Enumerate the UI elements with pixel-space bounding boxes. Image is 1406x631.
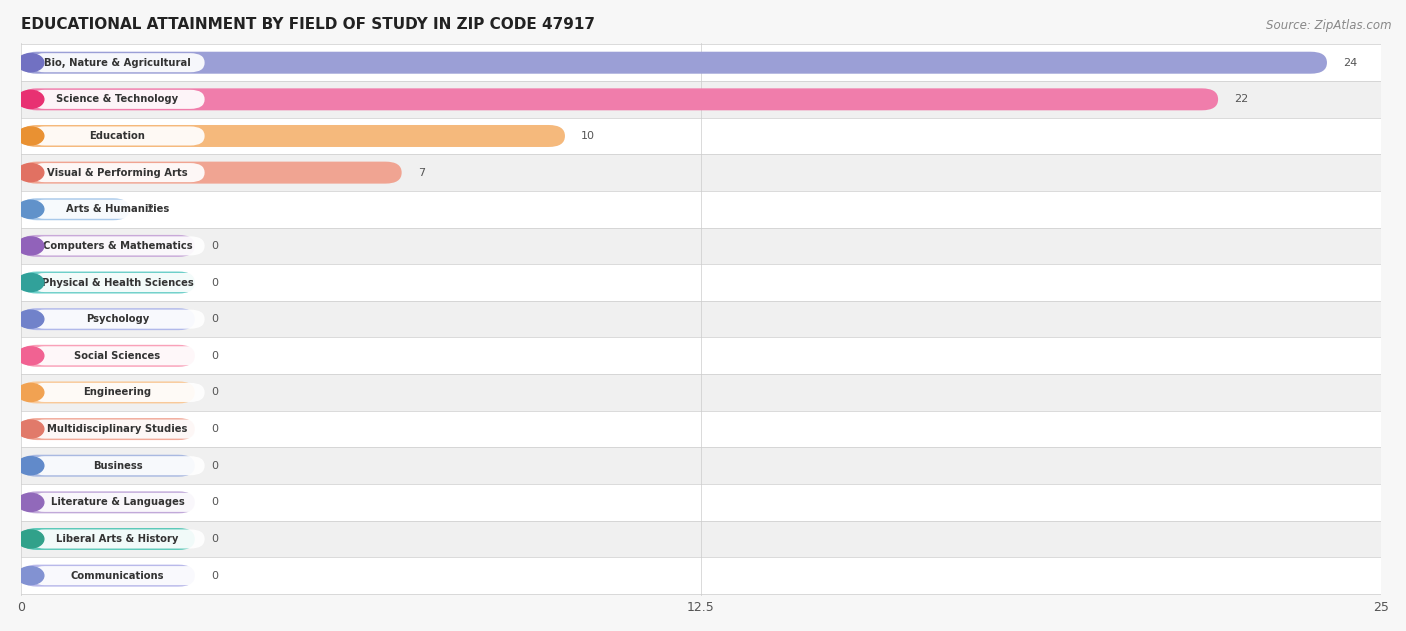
Circle shape (17, 237, 44, 255)
Bar (21, 81, 1382, 117)
Circle shape (17, 530, 44, 548)
Text: 22: 22 (1234, 95, 1249, 104)
Bar (21, 117, 1382, 155)
FancyBboxPatch shape (21, 308, 195, 330)
Text: 0: 0 (211, 241, 218, 251)
Bar (21, 301, 1382, 338)
Text: Physical & Health Sciences: Physical & Health Sciences (42, 278, 194, 288)
FancyBboxPatch shape (31, 237, 205, 256)
Circle shape (17, 384, 44, 401)
Bar (21, 264, 1382, 301)
Circle shape (17, 567, 44, 585)
Text: Education: Education (90, 131, 145, 141)
Text: 10: 10 (581, 131, 595, 141)
Circle shape (17, 90, 44, 109)
FancyBboxPatch shape (21, 162, 402, 184)
Text: 0: 0 (211, 461, 218, 471)
Circle shape (17, 493, 44, 511)
FancyBboxPatch shape (21, 528, 195, 550)
FancyBboxPatch shape (31, 383, 205, 402)
Circle shape (17, 273, 44, 292)
Text: Arts & Humanities: Arts & Humanities (66, 204, 169, 215)
Text: Communications: Communications (70, 570, 165, 581)
Text: Science & Technology: Science & Technology (56, 95, 179, 104)
Text: Social Sciences: Social Sciences (75, 351, 160, 361)
FancyBboxPatch shape (31, 90, 205, 109)
FancyBboxPatch shape (21, 565, 195, 587)
FancyBboxPatch shape (31, 456, 205, 475)
FancyBboxPatch shape (21, 198, 129, 220)
Text: EDUCATIONAL ATTAINMENT BY FIELD OF STUDY IN ZIP CODE 47917: EDUCATIONAL ATTAINMENT BY FIELD OF STUDY… (21, 16, 595, 32)
FancyBboxPatch shape (21, 345, 195, 367)
Text: Source: ZipAtlas.com: Source: ZipAtlas.com (1267, 19, 1392, 32)
FancyBboxPatch shape (31, 53, 205, 72)
Text: 0: 0 (211, 534, 218, 544)
Text: Engineering: Engineering (83, 387, 152, 398)
Text: 24: 24 (1343, 57, 1358, 68)
Text: Business: Business (93, 461, 142, 471)
Text: Visual & Performing Arts: Visual & Performing Arts (48, 168, 188, 177)
Circle shape (17, 54, 44, 72)
FancyBboxPatch shape (31, 126, 205, 146)
Text: Computers & Mathematics: Computers & Mathematics (42, 241, 193, 251)
Circle shape (17, 200, 44, 218)
FancyBboxPatch shape (21, 271, 195, 293)
FancyBboxPatch shape (21, 235, 195, 257)
FancyBboxPatch shape (31, 529, 205, 548)
FancyBboxPatch shape (21, 418, 195, 440)
Circle shape (17, 127, 44, 145)
Circle shape (17, 163, 44, 182)
FancyBboxPatch shape (21, 382, 195, 403)
FancyBboxPatch shape (31, 310, 205, 329)
Text: 0: 0 (211, 387, 218, 398)
Bar (21, 374, 1382, 411)
Bar (21, 228, 1382, 264)
FancyBboxPatch shape (31, 420, 205, 439)
Circle shape (17, 457, 44, 475)
Text: 0: 0 (211, 278, 218, 288)
Text: 7: 7 (418, 168, 425, 177)
Text: Multidisciplinary Studies: Multidisciplinary Studies (48, 424, 188, 434)
Bar (21, 44, 1382, 81)
Bar (21, 338, 1382, 374)
Text: 2: 2 (146, 204, 153, 215)
FancyBboxPatch shape (31, 200, 205, 219)
FancyBboxPatch shape (31, 493, 205, 512)
FancyBboxPatch shape (21, 52, 1327, 74)
Text: Liberal Arts & History: Liberal Arts & History (56, 534, 179, 544)
Bar (21, 155, 1382, 191)
FancyBboxPatch shape (31, 346, 205, 365)
Bar (21, 191, 1382, 228)
FancyBboxPatch shape (21, 492, 195, 514)
Text: 0: 0 (211, 570, 218, 581)
Text: Psychology: Psychology (86, 314, 149, 324)
FancyBboxPatch shape (21, 455, 195, 476)
Text: 0: 0 (211, 314, 218, 324)
Bar (21, 521, 1382, 557)
Bar (21, 447, 1382, 484)
FancyBboxPatch shape (31, 273, 205, 292)
Bar (21, 557, 1382, 594)
Bar (21, 484, 1382, 521)
Text: 0: 0 (211, 424, 218, 434)
Text: 0: 0 (211, 351, 218, 361)
FancyBboxPatch shape (31, 163, 205, 182)
Text: Literature & Languages: Literature & Languages (51, 497, 184, 507)
FancyBboxPatch shape (21, 88, 1218, 110)
Circle shape (17, 420, 44, 438)
Circle shape (17, 347, 44, 365)
Text: 0: 0 (211, 497, 218, 507)
Circle shape (17, 310, 44, 328)
FancyBboxPatch shape (31, 566, 205, 585)
FancyBboxPatch shape (21, 125, 565, 147)
Bar (21, 411, 1382, 447)
Text: Bio, Nature & Agricultural: Bio, Nature & Agricultural (44, 57, 191, 68)
